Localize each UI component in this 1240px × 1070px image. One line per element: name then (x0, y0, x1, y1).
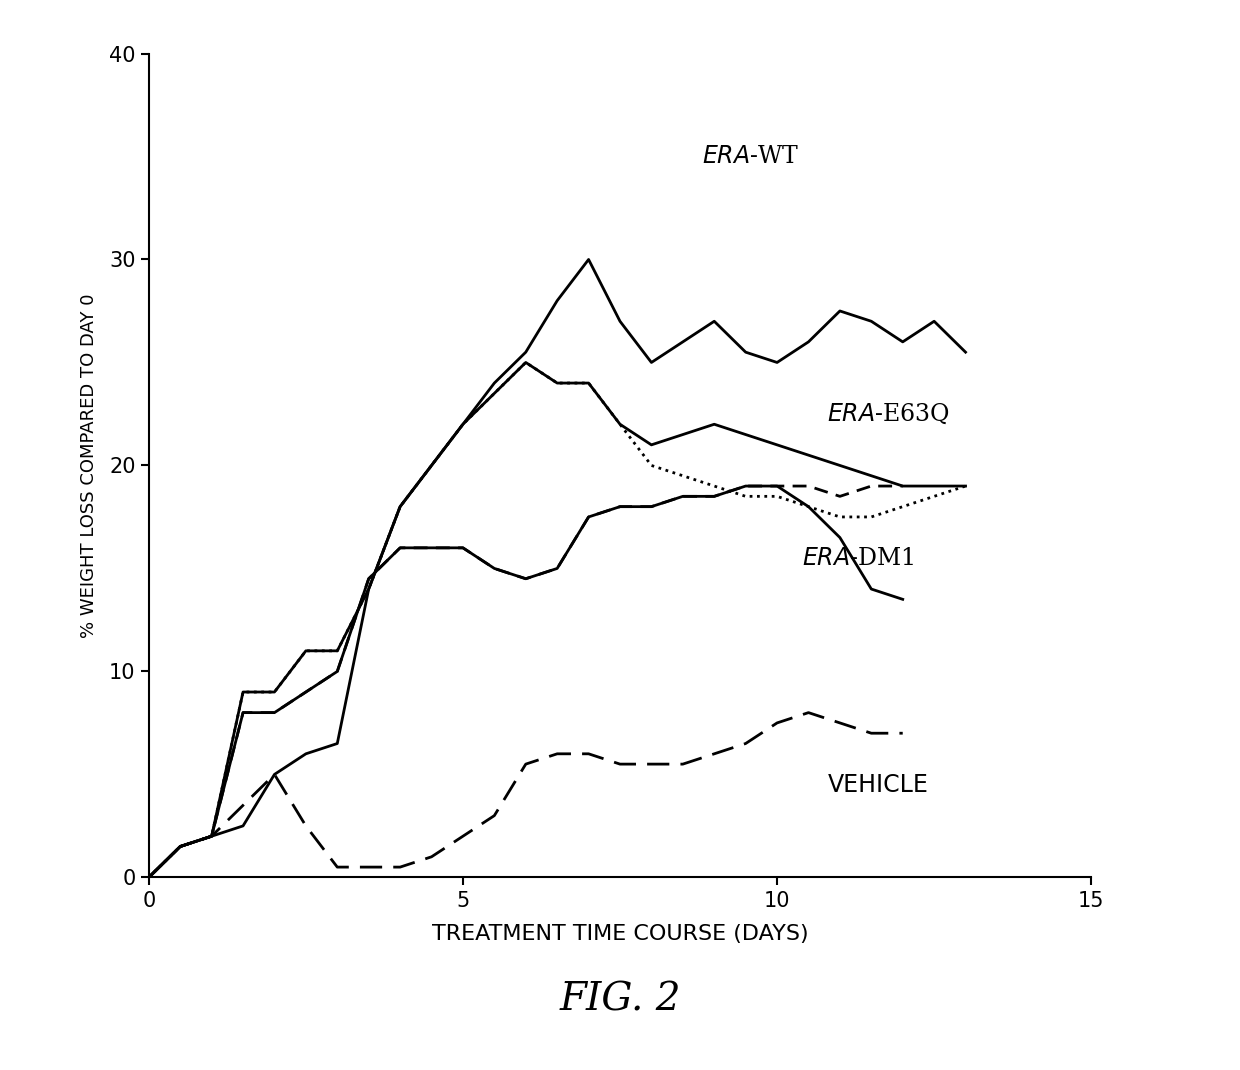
Y-axis label: % WEIGHT LOSS COMPARED TO DAY 0: % WEIGHT LOSS COMPARED TO DAY 0 (81, 293, 98, 638)
X-axis label: TREATMENT TIME COURSE (DAYS): TREATMENT TIME COURSE (DAYS) (432, 924, 808, 945)
Text: $\it{ERA}$-E63Q: $\it{ERA}$-E63Q (827, 402, 950, 426)
Text: $\it{ERA}$-DM1: $\it{ERA}$-DM1 (802, 547, 915, 569)
Text: FIG. 2: FIG. 2 (559, 982, 681, 1019)
Text: $\it{ERA}$-WT: $\it{ERA}$-WT (702, 146, 799, 168)
Text: VEHICLE: VEHICLE (827, 773, 929, 797)
